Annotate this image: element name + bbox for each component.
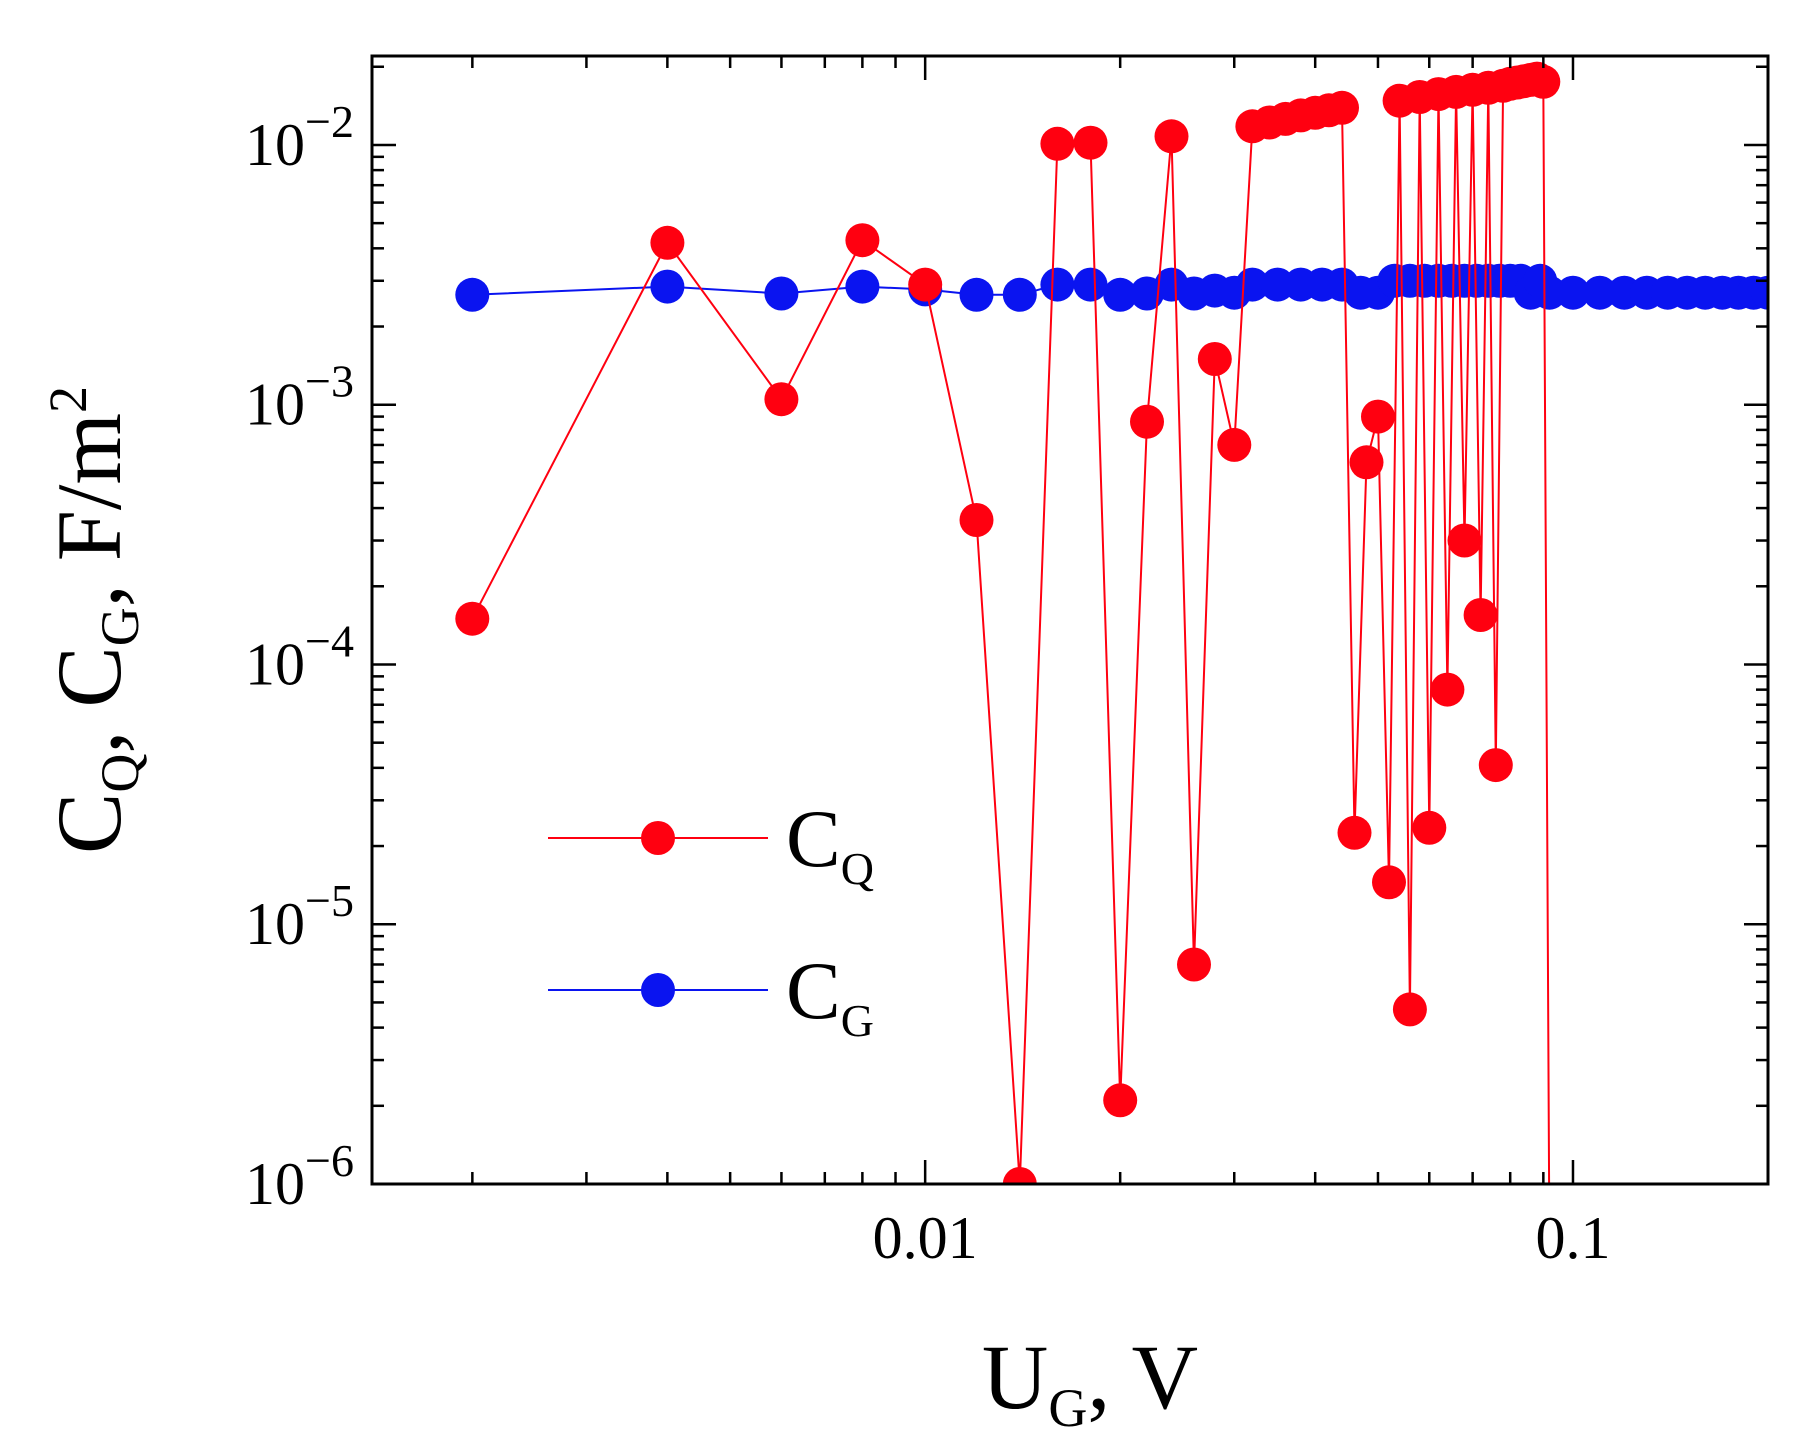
series-cg-point bbox=[1103, 277, 1138, 312]
y-tick-label-exp: −3 bbox=[305, 356, 354, 407]
series-cq-point bbox=[1130, 404, 1164, 439]
series-cg-point bbox=[1532, 275, 1567, 310]
y-tick-label-exp: −4 bbox=[305, 615, 354, 666]
series-cq-point bbox=[1002, 1167, 1037, 1184]
series-cq-point bbox=[1154, 119, 1189, 154]
series-cg-point bbox=[1556, 275, 1590, 310]
series-cq-point bbox=[764, 382, 799, 417]
legend-cq-marker bbox=[641, 821, 675, 855]
legend-cg-label: CG bbox=[786, 945, 874, 1046]
series-cq-point bbox=[959, 503, 994, 537]
series-cq-point bbox=[455, 601, 490, 636]
legend-cq-label-sub: Q bbox=[841, 843, 874, 894]
series-cq-point bbox=[1430, 672, 1465, 707]
series-cq-point bbox=[1478, 748, 1513, 783]
x-axis-title-main: U bbox=[982, 1326, 1048, 1428]
y-tick-label-base: 10 bbox=[245, 1151, 305, 1217]
x-axis-title-suffix: , V bbox=[1087, 1326, 1198, 1428]
y-axis-title-cq-suffix: , bbox=[38, 708, 140, 754]
y-tick-label: 10−3 bbox=[245, 356, 354, 438]
plot-frame bbox=[370, 54, 1770, 1186]
y-axis-title-unit: F/m bbox=[38, 413, 140, 561]
y-tick-label-exp: −5 bbox=[305, 875, 354, 926]
y-tick-label-base: 10 bbox=[245, 891, 305, 957]
x-tick-label: 0.01 bbox=[873, 1205, 978, 1271]
y-tick-label-base: 10 bbox=[245, 112, 305, 178]
y-tick-label-base: 10 bbox=[245, 372, 305, 438]
series-cq-point bbox=[1349, 445, 1384, 480]
series-cq bbox=[455, 61, 1561, 1184]
series-cg-point bbox=[764, 276, 799, 311]
x-axis-title: UG, V bbox=[982, 1326, 1198, 1438]
series-cq-point bbox=[1447, 523, 1482, 558]
series-cq-point bbox=[1073, 125, 1108, 160]
y-tick-label-exp: −2 bbox=[305, 96, 354, 147]
series-cg-point bbox=[1073, 267, 1108, 302]
x-tick-label: 0.1 bbox=[1535, 1205, 1610, 1271]
series-cq-point bbox=[1040, 126, 1075, 161]
series-cg-point bbox=[1040, 267, 1075, 302]
legend-cg-label-main: C bbox=[786, 945, 841, 1036]
series-cq-point bbox=[1372, 865, 1406, 900]
y-axis-title-unit-sup: 2 bbox=[38, 386, 98, 413]
series-cg-point bbox=[959, 277, 994, 312]
y-axis-title-cg-main: C bbox=[38, 646, 140, 707]
tick-labels-layer: 0.01 0.110−610−510−410−310−2 bbox=[245, 96, 1610, 1271]
series-cq-line bbox=[471, 77, 1551, 1184]
series-cq-point bbox=[650, 225, 685, 260]
series-cg bbox=[455, 263, 1768, 312]
y-tick-label: 10−6 bbox=[245, 1135, 354, 1217]
y-axis-title-cq-main: C bbox=[38, 793, 140, 854]
series-cg-point bbox=[455, 277, 490, 312]
series-cq-point bbox=[1177, 947, 1211, 982]
y-axis-title: CQ, CG, F/m2 bbox=[38, 386, 150, 854]
series-cq-point bbox=[908, 267, 943, 302]
series-cg-point bbox=[1751, 275, 1768, 310]
y-tick-label-base: 10 bbox=[245, 631, 305, 697]
series-cg-point bbox=[1002, 277, 1037, 312]
y-tick-label: 10−4 bbox=[245, 615, 354, 697]
y-tick-label: 10−2 bbox=[245, 96, 354, 178]
series-cq-point bbox=[1463, 598, 1498, 632]
plot-area bbox=[455, 61, 1768, 1184]
series-layer bbox=[455, 61, 1768, 1184]
series-cq-point bbox=[845, 223, 880, 258]
y-tick-label: 10−5 bbox=[245, 875, 354, 957]
legend-cg-marker bbox=[641, 973, 675, 1007]
series-cq-point bbox=[1103, 1083, 1138, 1118]
legend-cq-label-main: C bbox=[786, 793, 841, 884]
series-cq-point bbox=[1526, 64, 1561, 99]
x-axis-title-sub: G bbox=[1048, 1378, 1087, 1438]
series-cq-point bbox=[1217, 427, 1252, 462]
y-axis-title-cq-sub: Q bbox=[90, 754, 150, 793]
series-cq-point bbox=[1361, 399, 1395, 434]
series-cq-point bbox=[1197, 342, 1232, 376]
ticks-layer bbox=[372, 56, 1770, 1186]
series-cg-point bbox=[845, 269, 880, 304]
y-axis-title-cg-sub: G bbox=[90, 607, 150, 646]
series-cg-point bbox=[1582, 275, 1617, 310]
series-cq-point bbox=[1325, 90, 1359, 125]
series-cq-point bbox=[1412, 810, 1447, 845]
legend-cg-label-sub: G bbox=[841, 995, 874, 1046]
y-axis-title-cg-suffix: , bbox=[38, 561, 140, 607]
series-cq-point bbox=[1337, 815, 1372, 850]
legend-entry-cg: CG bbox=[548, 945, 874, 1046]
series-cg-point bbox=[650, 269, 685, 304]
legend-entry-cq: CQ bbox=[548, 793, 874, 894]
series-cq-point bbox=[1392, 992, 1427, 1027]
legend-cq-label: CQ bbox=[786, 793, 874, 894]
legend: CQ CG bbox=[548, 793, 874, 1046]
y-tick-label-exp: −6 bbox=[305, 1135, 354, 1186]
